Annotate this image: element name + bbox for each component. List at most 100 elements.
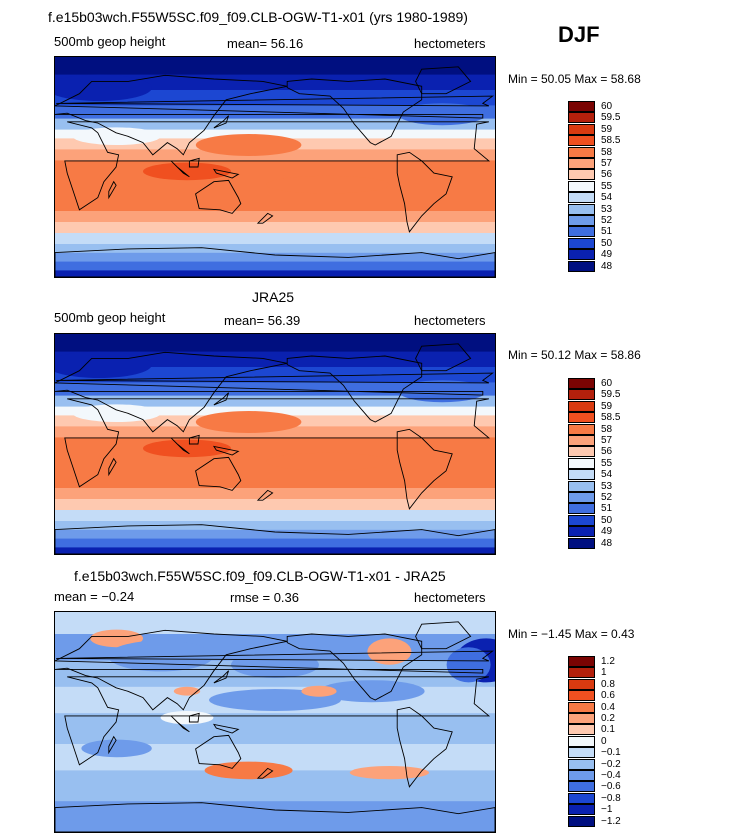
colorbar-tick-label: 57 [601, 158, 613, 169]
colorbar-swatch [568, 713, 595, 724]
coastline [108, 457, 117, 477]
field-anomaly [195, 134, 302, 156]
coastline [108, 735, 117, 755]
panel-3-min-max: Min = −1.45 Max = 0.43 [508, 627, 635, 641]
field-band [55, 149, 495, 161]
colorbar-swatch [568, 146, 595, 158]
colorbar-swatch [568, 249, 595, 261]
coastline [170, 160, 190, 178]
coastline [195, 456, 242, 491]
field-band [55, 713, 495, 745]
colorbar-tick-label: 58.5 [601, 135, 621, 147]
panel-2-map [54, 333, 496, 555]
field-anomaly [81, 739, 152, 758]
coastline [212, 723, 240, 734]
field-anomaly [107, 640, 214, 672]
colorbar-tick-label: −1.2 [601, 815, 621, 827]
colorbar-tick-label: 0.4 [601, 701, 615, 713]
coastline [64, 398, 491, 488]
field-anomaly [266, 452, 390, 471]
panel-2-title: JRA25 [252, 289, 295, 305]
colorbar-tick-label: 1 [601, 667, 607, 679]
panel-1-mean: mean= 56.16 [227, 36, 304, 51]
coastline [195, 734, 242, 769]
panel-3-mean: mean = −0.24 [54, 589, 135, 604]
colorbar-tick-label: −0.4 [601, 770, 621, 781]
field-anomaly [349, 766, 429, 780]
field-band [55, 270, 495, 277]
colorbar-swatch [568, 804, 595, 816]
field-anomaly [90, 629, 143, 648]
field-anomaly [231, 651, 319, 678]
colorbar-swatch [568, 747, 595, 759]
colorbar-swatch [568, 389, 595, 401]
field-band [55, 521, 495, 531]
field-band [55, 488, 495, 500]
coastline [256, 489, 274, 501]
field-band [55, 529, 495, 540]
coastline [56, 372, 494, 384]
colorbar-swatch [568, 192, 595, 204]
field-anomaly [195, 411, 302, 433]
coastline [213, 392, 230, 406]
field-band [55, 395, 495, 408]
colorbar-swatch [568, 180, 595, 192]
panel-3-map [54, 611, 496, 833]
colorbar-swatch [568, 101, 595, 112]
field-anomaly [72, 404, 161, 422]
colorbar-swatch [568, 503, 595, 515]
panel-1-min-max: Min = 50.05 Max = 58.68 [508, 72, 641, 86]
field-anomaly [143, 162, 231, 181]
colorbar-swatch [568, 237, 595, 249]
field-band [55, 233, 495, 245]
panel-2-units: hectometers [414, 313, 486, 328]
colorbar-swatch [568, 446, 595, 458]
colorbar-swatch [568, 260, 595, 272]
field-anomaly [446, 647, 491, 683]
coastline [64, 676, 491, 766]
coastline [213, 670, 230, 684]
colorbar-swatch [568, 400, 595, 412]
coastline [188, 157, 200, 168]
field-anomaly [301, 685, 337, 697]
coastline [415, 621, 472, 650]
colorbar-tick-label: −0.2 [601, 758, 621, 770]
colorbar-swatch [568, 158, 595, 169]
field-band [55, 57, 495, 76]
colorbar-tick-label: 56 [601, 446, 613, 458]
field-anomaly [266, 175, 390, 194]
colorbar-swatch [568, 781, 595, 793]
panel-1-map [54, 56, 496, 278]
coastline [170, 437, 190, 455]
field-band [55, 612, 495, 635]
coastline [170, 715, 190, 733]
colorbar-swatch [568, 169, 595, 181]
coastline [396, 706, 453, 788]
panel-3-rmse: rmse = 0.36 [230, 590, 300, 605]
colorbar-tick-label: 58 [601, 423, 613, 435]
colorbar-swatch [568, 112, 595, 124]
coastline [55, 524, 495, 554]
panel-2-mean: mean= 56.39 [224, 313, 301, 328]
panel-1-field-label: 500mb geop height [54, 34, 166, 49]
colorbar-tick-label: 54 [601, 469, 613, 481]
colorbar-tick-label: 0.8 [601, 678, 615, 690]
colorbar-tick-label: 51 [601, 226, 613, 238]
field-band [55, 129, 495, 139]
panel-2-field-label: 500mb geop height [54, 310, 166, 325]
season-label: DJF [558, 22, 600, 47]
coastline [56, 650, 494, 662]
coastline [256, 767, 274, 779]
colorbar-swatch [568, 815, 595, 827]
coastline [195, 179, 242, 214]
colorbar-tick-label: 59.5 [601, 112, 621, 124]
panel-1-colorbar: 60 59.5 59 58.5 58 57 56 55 54 53 52 51 50 49 48 [568, 101, 648, 273]
colorbar-swatch [568, 770, 595, 781]
colorbar-tick-label: 60 [601, 378, 613, 389]
colorbar-swatch [568, 735, 595, 747]
colorbar-tick-label: 52 [601, 492, 613, 503]
field-anomaly [367, 638, 412, 665]
colorbar-swatch [568, 678, 595, 690]
panel-1-units: hectometers [414, 36, 486, 51]
colorbar-tick-label: 59.5 [601, 389, 621, 401]
